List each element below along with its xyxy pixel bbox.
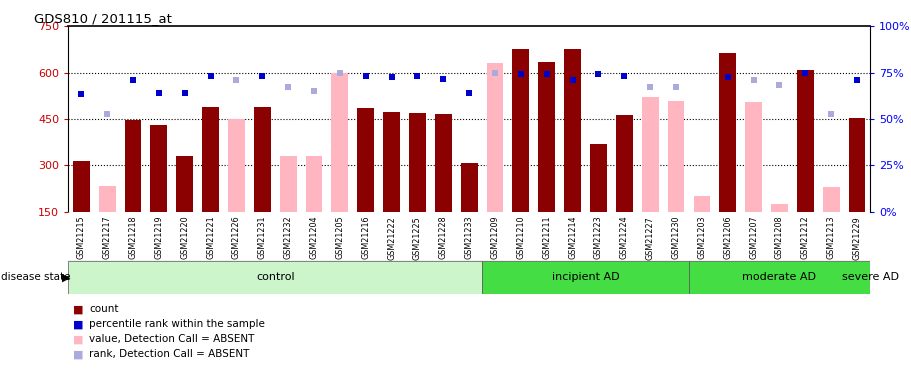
Text: GSM21208: GSM21208 [775, 216, 784, 259]
Text: GSM21223: GSM21223 [594, 216, 603, 260]
Text: GSM21222: GSM21222 [387, 216, 396, 260]
Bar [150, 125, 168, 212]
Text: GSM21224: GSM21224 [619, 216, 629, 260]
Text: value, Detection Call = ABSENT: value, Detection Call = ABSENT [89, 334, 255, 344]
Bar [98, 186, 116, 212]
Text: rank, Detection Call = ABSENT: rank, Detection Call = ABSENT [89, 350, 250, 359]
Bar [564, 48, 581, 212]
Text: GSM21228: GSM21228 [439, 216, 448, 260]
Bar [435, 114, 452, 212]
Bar [486, 63, 504, 212]
Text: moderate AD: moderate AD [742, 273, 816, 282]
Bar [461, 163, 477, 212]
Bar [409, 113, 425, 212]
Text: GSM21214: GSM21214 [568, 216, 577, 259]
Text: GSM21217: GSM21217 [103, 216, 112, 260]
Text: GSM21229: GSM21229 [853, 216, 862, 260]
Bar [668, 100, 684, 212]
Bar [693, 196, 711, 212]
Bar [305, 156, 322, 212]
Text: GSM21212: GSM21212 [801, 216, 810, 260]
Bar [384, 112, 400, 212]
Bar [68, 261, 482, 294]
Bar [280, 156, 297, 212]
Bar [513, 48, 529, 212]
Text: GSM21220: GSM21220 [180, 216, 189, 260]
Bar [228, 119, 245, 212]
Text: GSM21207: GSM21207 [749, 216, 758, 260]
Text: GSM21218: GSM21218 [128, 216, 138, 259]
Bar [641, 98, 659, 212]
Bar [771, 204, 788, 212]
Text: disease state: disease state [1, 273, 70, 282]
Text: percentile rank within the sample: percentile rank within the sample [89, 320, 265, 329]
Text: count: count [89, 304, 118, 314]
Text: GSM21216: GSM21216 [362, 216, 370, 259]
Text: GSM21221: GSM21221 [206, 216, 215, 260]
Text: GSM21225: GSM21225 [413, 216, 422, 260]
Text: GSM21205: GSM21205 [335, 216, 344, 260]
Text: ■: ■ [73, 334, 84, 344]
Text: GSM21211: GSM21211 [542, 216, 551, 259]
Text: GSM21230: GSM21230 [671, 216, 681, 259]
Bar [482, 261, 689, 294]
Bar [797, 70, 814, 212]
Text: GSM21226: GSM21226 [232, 216, 241, 260]
Text: incipient AD: incipient AD [552, 273, 619, 282]
Bar [590, 144, 607, 212]
Bar [177, 156, 193, 212]
Bar [73, 161, 89, 212]
Text: ■: ■ [73, 320, 84, 329]
Text: ■: ■ [73, 304, 84, 314]
Text: GSM21219: GSM21219 [154, 216, 163, 260]
Bar [332, 73, 348, 212]
Text: GSM21203: GSM21203 [698, 216, 706, 259]
Text: GDS810 / 201115_at: GDS810 / 201115_at [35, 12, 172, 25]
Bar [202, 106, 219, 212]
Text: GSM21209: GSM21209 [490, 216, 499, 260]
Text: GSM21232: GSM21232 [283, 216, 292, 260]
Bar [849, 118, 865, 212]
Text: ▶: ▶ [62, 273, 70, 282]
Bar [357, 108, 374, 212]
Text: GSM21227: GSM21227 [646, 216, 655, 260]
Bar [823, 187, 840, 212]
Text: GSM21233: GSM21233 [465, 216, 474, 259]
Text: GSM21204: GSM21204 [310, 216, 319, 259]
Bar [720, 54, 736, 212]
Text: GSM21231: GSM21231 [258, 216, 267, 259]
Bar [745, 102, 762, 212]
Text: GSM21215: GSM21215 [77, 216, 86, 260]
Text: control: control [256, 273, 294, 282]
Bar [689, 261, 870, 294]
Text: severe AD: severe AD [842, 273, 898, 282]
Text: GSM21210: GSM21210 [517, 216, 526, 259]
Text: GSM21213: GSM21213 [826, 216, 835, 259]
Bar [538, 62, 555, 212]
Bar [254, 106, 271, 212]
Bar [616, 115, 633, 212]
Bar [125, 120, 141, 212]
Text: GSM21206: GSM21206 [723, 216, 732, 259]
Text: ■: ■ [73, 350, 84, 359]
